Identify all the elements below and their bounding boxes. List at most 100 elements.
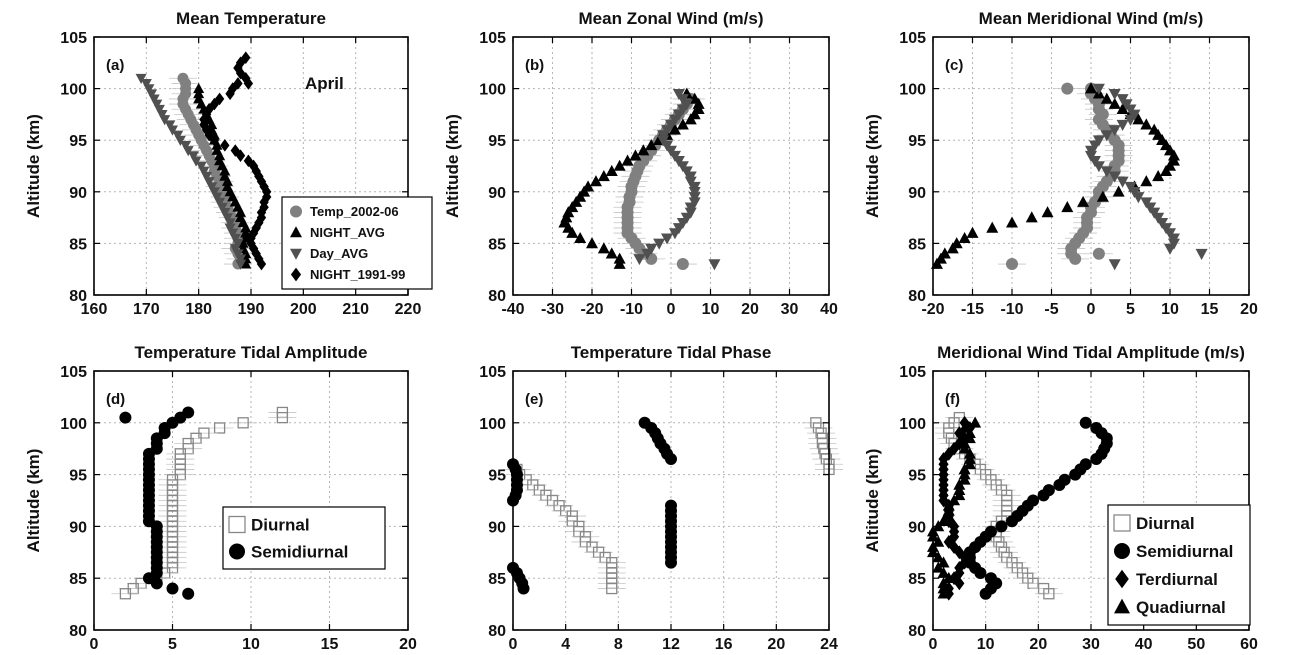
data-point	[153, 104, 165, 116]
data-point	[974, 567, 987, 580]
data-point	[637, 144, 650, 156]
legend: Diurnal Semidiurnal Terdiurnal Quadiurnal	[1107, 504, 1251, 626]
data-point	[937, 587, 950, 599]
data-point	[1096, 190, 1109, 202]
data-point	[220, 139, 230, 152]
data-point	[946, 242, 959, 254]
data-point	[221, 175, 233, 186]
x-tick-label: 24	[820, 636, 838, 653]
data-point	[151, 99, 163, 110]
data-point	[195, 161, 207, 172]
data-point	[221, 213, 233, 224]
data-point	[182, 146, 194, 157]
data-point	[668, 228, 681, 240]
data-point	[665, 453, 677, 466]
data-point	[958, 231, 971, 244]
legend-label: NIGHT_1991-99	[310, 267, 405, 282]
x-tick-label: 0	[929, 636, 938, 653]
x-tick-label: 50	[1187, 636, 1205, 653]
data-point	[1006, 515, 1018, 528]
y-axis-label: Altitude (km)	[443, 114, 462, 218]
data-point	[248, 159, 259, 173]
data-point	[621, 154, 634, 166]
data-point	[256, 257, 267, 271]
y-tick-label: 80	[488, 288, 506, 305]
data-point	[1100, 130, 1113, 142]
data-point	[240, 227, 252, 238]
month-annotation: April	[305, 74, 344, 93]
y-axis-label: Altitude (km)	[863, 449, 882, 553]
x-tick-label: -20	[921, 301, 944, 318]
data-point	[1195, 248, 1208, 261]
x-tick-label: 4	[561, 636, 570, 653]
data-point	[209, 133, 220, 147]
data-point	[937, 556, 950, 568]
legend-box	[281, 196, 433, 290]
data-point	[198, 166, 210, 177]
data-point	[180, 140, 192, 152]
series-night-1991-99	[199, 51, 272, 271]
x-tick-label: 8	[614, 636, 623, 653]
data-point	[1061, 82, 1074, 95]
data-point	[143, 84, 155, 95]
y-tick-label: 80	[488, 623, 506, 640]
data-point	[166, 582, 179, 595]
series-day-avg	[633, 88, 721, 271]
data-point	[969, 416, 982, 428]
data-point	[1061, 200, 1074, 213]
x-tick-label: 20	[399, 636, 417, 653]
y-tick-label: 85	[908, 571, 926, 588]
y-tick-label: 90	[908, 519, 926, 536]
data-point	[1116, 119, 1129, 132]
data-point	[187, 151, 199, 162]
data-point	[665, 556, 677, 569]
data-point	[943, 446, 954, 461]
y-tick-label: 105	[60, 364, 87, 381]
data-point	[1108, 259, 1121, 271]
data-point	[1116, 102, 1129, 115]
x-tick-label: 30	[781, 301, 799, 318]
data-point	[159, 115, 171, 126]
data-point	[1077, 195, 1090, 207]
x-tick-label: 20	[1240, 301, 1258, 318]
data-point	[237, 417, 249, 429]
data-point	[1025, 211, 1038, 223]
data-point	[1164, 243, 1176, 255]
data-point	[1124, 114, 1137, 126]
data-point	[606, 582, 618, 595]
data-point	[966, 226, 979, 238]
data-point	[1132, 113, 1145, 125]
data-point	[1006, 216, 1018, 228]
legend-marker	[1114, 598, 1130, 614]
panel-c: -20 -15 -10 -5 0 5 10 15 20 80 85 90 95 100 105 Mean Me…	[863, 9, 1258, 318]
data-point	[938, 493, 949, 508]
panel-title: Mean Meridional Wind (m/s)	[979, 9, 1204, 28]
data-point	[645, 139, 658, 151]
series-semidiurnal	[963, 416, 1113, 600]
data-point	[605, 247, 618, 259]
y-axis-label: Altitude (km)	[24, 449, 43, 553]
panel-label: (e)	[525, 391, 543, 408]
data-point	[243, 77, 254, 90]
data-point	[214, 92, 225, 106]
x-tick-label: 20	[741, 301, 759, 318]
data-point	[251, 164, 261, 178]
data-point	[1140, 175, 1153, 187]
series-night-avg	[558, 87, 705, 269]
data-point	[211, 192, 223, 203]
data-point	[1132, 192, 1145, 204]
legend-marker	[290, 267, 302, 282]
data-point	[605, 164, 618, 176]
x-tick-label: 16	[715, 636, 733, 653]
x-tick-label: 20	[767, 636, 785, 653]
data-point	[203, 177, 215, 188]
data-point	[201, 171, 213, 183]
data-point	[948, 494, 961, 506]
legend-label: Semidiurnal	[251, 543, 348, 562]
data-point	[172, 130, 184, 141]
data-point	[1108, 125, 1121, 137]
y-tick-label: 100	[899, 416, 926, 433]
y-tick-label: 80	[908, 623, 926, 640]
data-point	[517, 582, 530, 595]
